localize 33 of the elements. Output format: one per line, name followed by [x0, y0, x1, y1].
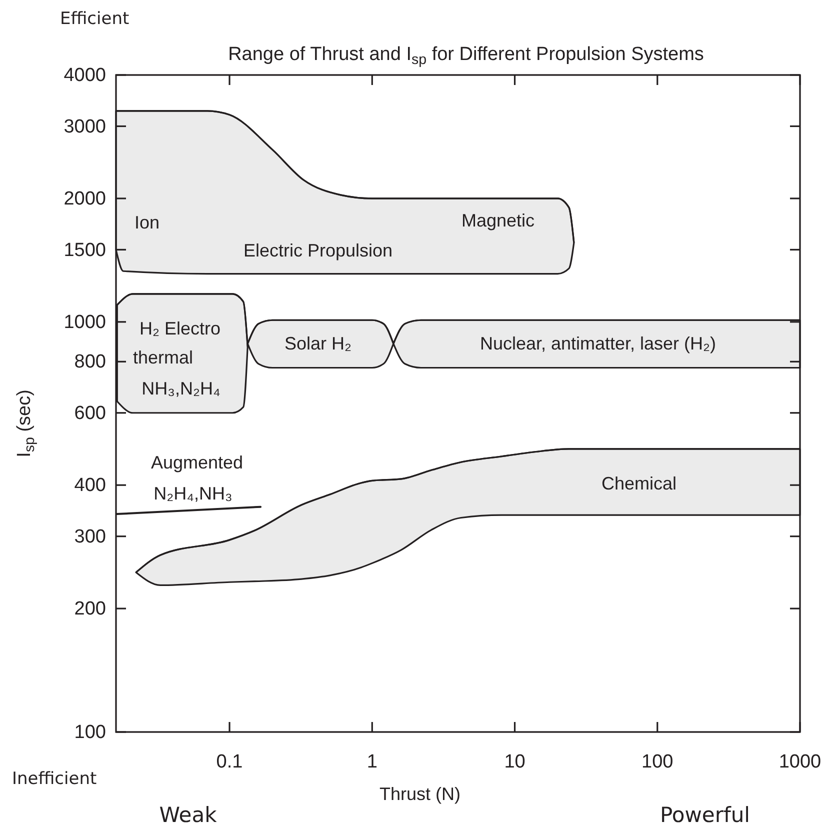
y-tick-label: 400 [74, 475, 106, 496]
y-tick-label: 3000 [64, 116, 106, 138]
annotation: thermal [132, 347, 194, 368]
x-tick-label: 1 [366, 751, 378, 772]
annotation: Solar H₂ [284, 333, 352, 354]
y-tick-label: 100 [74, 722, 106, 744]
x-tick-label: 0.1 [216, 751, 243, 772]
y-tick-label: 4000 [64, 65, 106, 86]
annotation: Electric Propulsion [243, 240, 393, 260]
x-tick-label: 1000 [778, 751, 822, 772]
text: Weak [159, 803, 218, 827]
annotation: Chemical [601, 473, 677, 494]
y-tick-label: 600 [74, 402, 106, 424]
annotation: Nuclear, antimatter, laser (H₂) [480, 333, 716, 354]
annotation: Augmented [150, 452, 244, 472]
text: Inefficient [12, 769, 97, 789]
x-axis-title: Thrust (N) [380, 784, 460, 804]
annotation: Ion [134, 212, 160, 232]
annotation: NH₃,N₂H₄ [142, 378, 220, 398]
x-tick-label: 100 [642, 751, 674, 772]
y-tick-label: 300 [74, 526, 106, 548]
annotation: N₂H₄,NH₃ [154, 483, 232, 504]
text: Efficient [60, 9, 130, 29]
y-tick-label: 1500 [64, 240, 106, 261]
y-tick-label: 1000 [64, 312, 106, 333]
y-tick-label: 2000 [64, 188, 106, 210]
y-tick-label: 200 [74, 598, 106, 620]
x-tick-label: 10 [504, 751, 526, 772]
annotation: Magnetic [461, 210, 535, 230]
annotation: H₂ Electro [139, 318, 221, 338]
y-tick-label: 800 [74, 352, 106, 373]
text: Powerful [660, 803, 750, 827]
chart-title: Range of Thrust and I$_{sp}$ for Different Propulsion Systems [228, 44, 704, 68]
